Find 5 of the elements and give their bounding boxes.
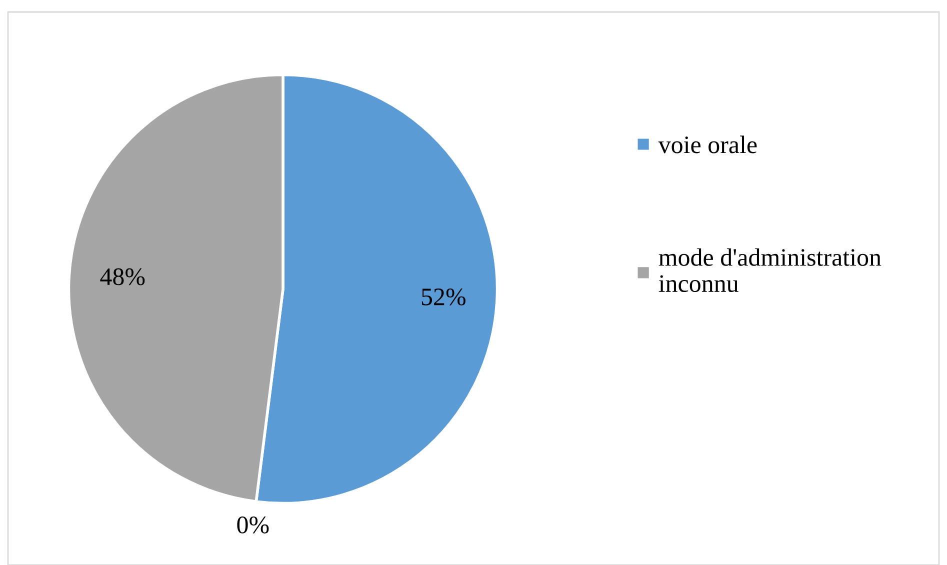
- legend-label: mode d'administration inconnu: [658, 248, 882, 292]
- data-label: 52%: [422, 288, 466, 306]
- data-label: 48%: [100, 268, 145, 286]
- legend-label: voie orale: [658, 136, 757, 154]
- text: 0%: [237, 516, 269, 534]
